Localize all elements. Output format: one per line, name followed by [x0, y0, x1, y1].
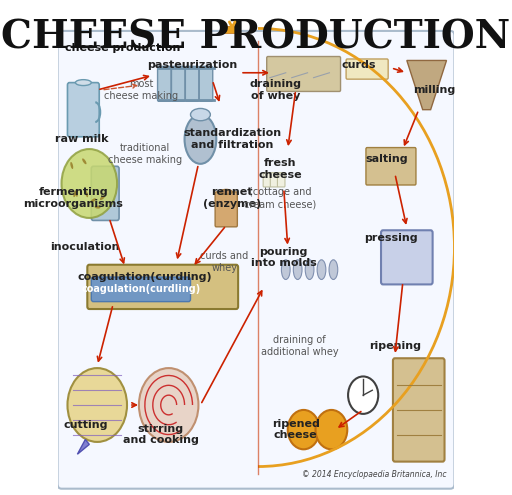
Text: CHEESE PRODUCTION: CHEESE PRODUCTION	[2, 19, 510, 56]
Text: rennet
(enzyme): rennet (enzyme)	[203, 188, 261, 209]
FancyBboxPatch shape	[366, 148, 416, 185]
Text: inoculation: inoculation	[51, 243, 120, 252]
Text: (cottage and
cream cheese): (cottage and cream cheese)	[244, 188, 316, 209]
Text: fresh
cheese: fresh cheese	[258, 158, 302, 180]
Ellipse shape	[282, 260, 290, 280]
FancyBboxPatch shape	[215, 192, 238, 227]
Ellipse shape	[100, 196, 105, 200]
Text: stirring
and cooking: stirring and cooking	[123, 424, 199, 446]
Text: curds and
whey: curds and whey	[200, 251, 248, 273]
FancyBboxPatch shape	[199, 66, 213, 101]
Circle shape	[288, 410, 319, 449]
Text: pasteurization: pasteurization	[147, 60, 238, 70]
Text: cheese production: cheese production	[66, 43, 181, 53]
FancyBboxPatch shape	[91, 277, 190, 301]
FancyBboxPatch shape	[270, 173, 278, 187]
Circle shape	[61, 149, 117, 218]
Text: traditional
cheese making: traditional cheese making	[108, 143, 182, 165]
FancyBboxPatch shape	[278, 173, 285, 187]
FancyBboxPatch shape	[267, 56, 340, 92]
Text: most
cheese making: most cheese making	[104, 79, 178, 101]
Ellipse shape	[184, 115, 216, 164]
Ellipse shape	[190, 108, 210, 121]
Ellipse shape	[70, 162, 73, 169]
FancyBboxPatch shape	[346, 59, 388, 79]
FancyBboxPatch shape	[172, 66, 185, 101]
FancyBboxPatch shape	[393, 358, 444, 462]
Text: curds: curds	[342, 60, 376, 70]
Ellipse shape	[293, 260, 302, 280]
FancyBboxPatch shape	[158, 66, 171, 101]
Polygon shape	[407, 60, 446, 110]
Ellipse shape	[73, 190, 77, 197]
Polygon shape	[77, 440, 89, 454]
Circle shape	[68, 368, 127, 442]
Ellipse shape	[85, 190, 88, 198]
Polygon shape	[224, 26, 240, 33]
FancyBboxPatch shape	[91, 166, 119, 220]
Text: pouring
into molds: pouring into molds	[251, 247, 316, 268]
FancyBboxPatch shape	[68, 83, 99, 137]
Text: draining
of whey: draining of whey	[250, 79, 302, 101]
Text: ripened
cheese: ripened cheese	[272, 419, 319, 441]
Text: raw milk: raw milk	[55, 134, 108, 144]
Text: coagulation(curdling): coagulation(curdling)	[81, 284, 201, 295]
FancyBboxPatch shape	[381, 230, 433, 285]
Text: coagulation(curdling): coagulation(curdling)	[77, 272, 212, 282]
Ellipse shape	[317, 260, 326, 280]
Circle shape	[348, 377, 378, 414]
Circle shape	[315, 410, 347, 449]
Ellipse shape	[75, 80, 91, 86]
Text: pressing: pressing	[364, 233, 418, 243]
Text: standardization
and filtration: standardization and filtration	[183, 128, 281, 150]
Text: fermenting
microorganisms: fermenting microorganisms	[24, 188, 123, 209]
Ellipse shape	[329, 260, 338, 280]
Text: draining of
additional whey: draining of additional whey	[261, 335, 338, 357]
Text: milling: milling	[414, 85, 456, 95]
Text: ripening: ripening	[369, 341, 421, 351]
Text: salting: salting	[366, 154, 408, 164]
Ellipse shape	[76, 190, 78, 197]
Ellipse shape	[95, 205, 100, 208]
Ellipse shape	[82, 158, 87, 164]
Ellipse shape	[305, 260, 314, 280]
Text: © 2014 Encyclopaedia Britannica, Inc: © 2014 Encyclopaedia Britannica, Inc	[302, 470, 446, 479]
FancyBboxPatch shape	[185, 66, 199, 101]
FancyBboxPatch shape	[57, 31, 455, 489]
Ellipse shape	[91, 198, 96, 202]
Text: cutting: cutting	[63, 420, 108, 430]
FancyBboxPatch shape	[263, 173, 271, 187]
FancyBboxPatch shape	[88, 265, 238, 309]
Ellipse shape	[220, 190, 232, 195]
Circle shape	[139, 368, 199, 442]
